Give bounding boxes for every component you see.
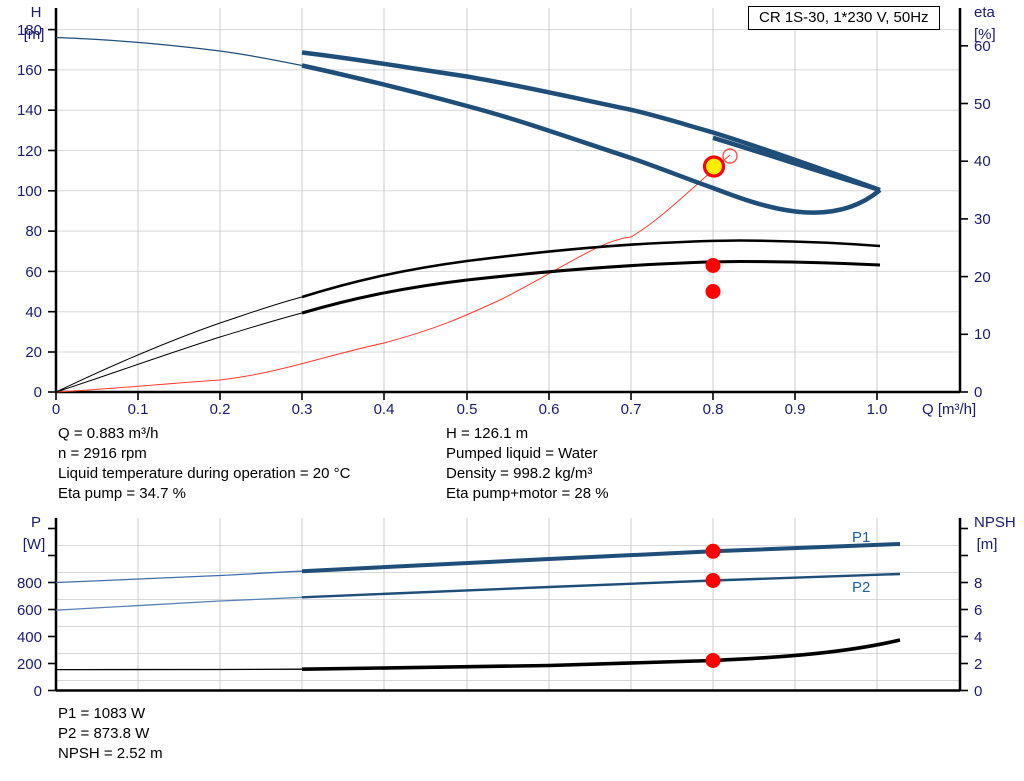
q-axis-label: Q [m³/h] bbox=[922, 401, 976, 418]
readout-top-left: Q = 0.883 m³/h n = 2916 rpm Liquid tempe… bbox=[58, 424, 350, 504]
system-curve-end-marker bbox=[722, 148, 738, 164]
readout-npsh: NPSH = 2.52 m bbox=[58, 745, 163, 762]
eta-pump-motor-curve bbox=[301, 259, 881, 315]
q-tick-0.6: 0.6 bbox=[539, 401, 560, 418]
head-efficiency-chart: 0 20 40 60 80 100 120 140 160 180 H [m] … bbox=[17, 4, 996, 418]
readout-pumped-liquid: Pumped liquid = Water bbox=[446, 445, 598, 462]
p-tick-0: 0 bbox=[34, 683, 42, 700]
npsh-tick-2: 2 bbox=[974, 656, 982, 673]
p-tick-400: 400 bbox=[17, 629, 42, 646]
p2-duty-marker bbox=[705, 573, 721, 588]
h-tick-120: 120 bbox=[17, 143, 42, 160]
readout-liquid-temperature: Liquid temperature during operation = 20… bbox=[58, 465, 351, 482]
eta-tick-20: 20 bbox=[974, 269, 991, 286]
duty-point-marker bbox=[702, 155, 726, 178]
readout-flow: Q = 0.883 m³/h bbox=[58, 425, 159, 442]
readout-eta-pump-motor: Eta pump+motor = 28 % bbox=[446, 485, 609, 502]
q-tick-0.7: 0.7 bbox=[621, 401, 642, 418]
q-tick-0: 0 bbox=[52, 401, 60, 418]
p1-duty-marker bbox=[705, 543, 721, 559]
readout-eta-pump: Eta pump = 34.7 % bbox=[58, 485, 186, 502]
left-axis-power: 0 200 400 600 800 P [W] bbox=[17, 514, 58, 700]
p-tick-800: 800 bbox=[17, 575, 42, 592]
p1-curve-label: P1 bbox=[852, 529, 870, 546]
eta-tick-40: 40 bbox=[974, 153, 991, 170]
head-curve-thin bbox=[55, 36, 303, 67]
npsh-curve bbox=[301, 638, 901, 671]
npsh-tick-4: 4 bbox=[974, 629, 982, 646]
p2-curve bbox=[301, 572, 901, 599]
eta-tick-10: 10 bbox=[974, 326, 991, 343]
h-axis-unit: [m] bbox=[24, 26, 45, 43]
npsh-tick-8: 8 bbox=[974, 575, 982, 592]
p-axis-unit: [W] bbox=[23, 536, 46, 553]
eta-tick-60: 60 bbox=[974, 38, 991, 55]
npsh-duty-marker bbox=[705, 653, 721, 668]
system-curve bbox=[55, 154, 731, 393]
q-tick-0.3: 0.3 bbox=[292, 401, 313, 418]
q-tick-0.8: 0.8 bbox=[703, 401, 724, 418]
readout-speed: n = 2916 rpm bbox=[58, 445, 147, 462]
npsh-axis-name: NPSH bbox=[974, 514, 1016, 531]
p-axis-name: P bbox=[31, 514, 41, 531]
q-tick-0.2: 0.2 bbox=[210, 401, 231, 418]
h-tick-20: 20 bbox=[25, 344, 42, 361]
h-tick-160: 160 bbox=[17, 62, 42, 79]
right-axis-npsh: 0 2 4 6 8 NPSH [m] bbox=[958, 514, 1016, 700]
npsh-axis-unit: [m] bbox=[977, 536, 998, 553]
q-tick-0.5: 0.5 bbox=[457, 401, 478, 418]
right-axis-eta: 0 10 20 30 40 50 60 eta [%] bbox=[958, 4, 996, 401]
eta-axis-unit: [%] bbox=[974, 26, 996, 43]
p2-curve-thin bbox=[55, 596, 303, 611]
horizontal-gridlines bbox=[56, 29, 960, 353]
eta-pump-motor-duty-marker bbox=[705, 284, 721, 299]
eta-tick-0: 0 bbox=[974, 384, 982, 401]
readout-p1: P1 = 1083 W bbox=[58, 705, 146, 722]
p2-curve-label: P2 bbox=[852, 579, 870, 596]
h-axis-name: H bbox=[31, 4, 42, 21]
readout-bottom: P1 = 1083 W P2 = 873.8 W NPSH = 2.52 m bbox=[58, 704, 163, 764]
x-axis: 0 0.1 0.2 0.3 0.4 0.5 0.6 0.7 0.8 0.9 1.… bbox=[52, 390, 976, 418]
chart-title-box: CR 1S-30, 1*230 V, 50Hz bbox=[748, 6, 940, 30]
head-efficiency-svg: 0 20 40 60 80 100 120 140 160 180 H [m] … bbox=[17, 4, 996, 418]
p1-curve-thin bbox=[55, 570, 303, 584]
eta-axis-name: eta bbox=[974, 4, 996, 21]
readout-density: Density = 998.2 kg/m³ bbox=[446, 465, 593, 482]
eta-tick-30: 30 bbox=[974, 211, 991, 228]
h-tick-40: 40 bbox=[25, 304, 42, 321]
h-tick-0: 0 bbox=[34, 384, 42, 401]
eta-pump-duty-marker bbox=[705, 258, 721, 273]
h-tick-140: 140 bbox=[17, 102, 42, 119]
eta-tick-50: 50 bbox=[974, 96, 991, 113]
head-curve-main bbox=[301, 50, 881, 193]
head-curve bbox=[301, 63, 882, 215]
npsh-tick-6: 6 bbox=[974, 602, 982, 619]
q-tick-1.0: 1.0 bbox=[867, 401, 888, 418]
npsh-tick-0: 0 bbox=[974, 683, 982, 700]
vertical-gridlines bbox=[137, 8, 878, 391]
q-tick-0.9: 0.9 bbox=[785, 401, 806, 418]
q-tick-0.4: 0.4 bbox=[374, 401, 395, 418]
readout-top-right: H = 126.1 m Pumped liquid = Water Densit… bbox=[446, 424, 609, 504]
p-tick-600: 600 bbox=[17, 602, 42, 619]
eta-pump-motor-curve-thin bbox=[55, 312, 303, 393]
power-npsh-chart: 0 200 400 600 800 P [W] 0 2 4 6 8 NPSH [… bbox=[0, 510, 1024, 710]
eta-pump-curve bbox=[301, 239, 881, 299]
left-axis: 0 20 40 60 80 100 120 140 160 180 H [m] bbox=[17, 4, 58, 401]
readout-head: H = 126.1 m bbox=[446, 425, 529, 442]
readout-p2: P2 = 873.8 W bbox=[58, 725, 150, 742]
h-tick-80: 80 bbox=[25, 223, 42, 240]
h-tick-60: 60 bbox=[25, 264, 42, 281]
q-tick-0.1: 0.1 bbox=[128, 401, 149, 418]
h-tick-180: 180 bbox=[17, 22, 42, 39]
eta-pump-curve-thin bbox=[55, 296, 303, 393]
p1-curve bbox=[301, 542, 901, 574]
power-npsh-svg: 0 200 400 600 800 P [W] 0 2 4 6 8 NPSH [… bbox=[17, 514, 1016, 700]
plot-area-background-2 bbox=[56, 518, 960, 690]
p-tick-200: 200 bbox=[17, 656, 42, 673]
plot-area-background bbox=[56, 8, 960, 391]
h-tick-100: 100 bbox=[17, 183, 42, 200]
